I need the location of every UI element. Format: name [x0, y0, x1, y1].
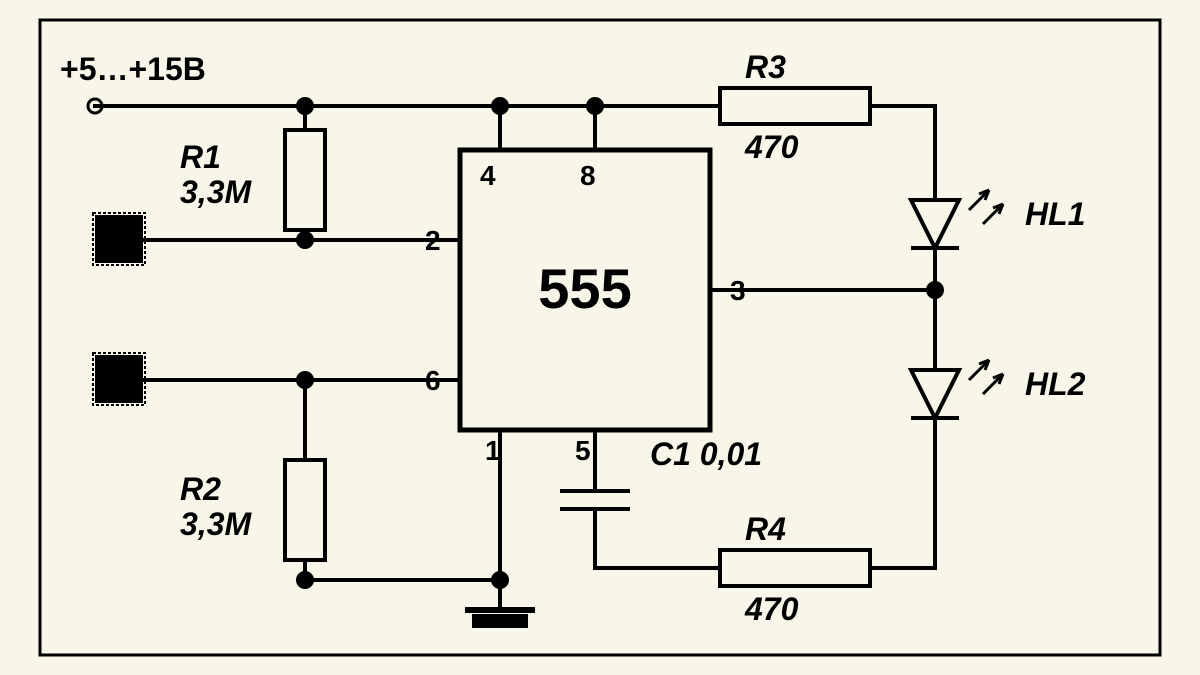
label-HL1: HL1 — [1025, 196, 1085, 232]
resistor-R4 — [720, 550, 870, 586]
junction-6 — [491, 571, 509, 589]
pin-5: 5 — [575, 435, 591, 466]
ic-555-label: 555 — [538, 257, 631, 320]
pin-3: 3 — [730, 275, 746, 306]
junction-7 — [926, 281, 944, 299]
junction-3 — [296, 231, 314, 249]
sensor-pad-1 — [95, 215, 143, 263]
label-R3-val: 470 — [744, 129, 799, 165]
label-R1-ref: R1 — [180, 139, 221, 175]
pin-1: 1 — [485, 435, 501, 466]
pin-8: 8 — [580, 160, 596, 191]
gnd-fill — [472, 614, 528, 628]
label-R3-ref: R3 — [745, 49, 786, 85]
label-R1-val: 3,3M — [180, 174, 252, 210]
junction-1 — [491, 97, 509, 115]
junction-0 — [296, 97, 314, 115]
junction-4 — [296, 371, 314, 389]
label-R4-val: 470 — [744, 591, 799, 627]
label-HL2: HL2 — [1025, 366, 1086, 402]
pin-4: 4 — [480, 160, 496, 191]
label-c1: C1 0,01 — [650, 436, 762, 472]
resistor-R1 — [285, 130, 325, 230]
circuit-schematic: +5…+15BR13,3MR23,3MR3470R4470C1 0,015554… — [0, 0, 1200, 675]
junction-2 — [586, 97, 604, 115]
power-label: +5…+15B — [60, 51, 206, 87]
label-R2-val: 3,3M — [180, 506, 252, 542]
label-R2-ref: R2 — [180, 471, 221, 507]
resistor-R2 — [285, 460, 325, 560]
resistor-R3 — [720, 88, 870, 124]
pin-2: 2 — [425, 225, 441, 256]
pin-6: 6 — [425, 365, 441, 396]
sensor-pad-2 — [95, 355, 143, 403]
label-R4-ref: R4 — [745, 511, 786, 547]
junction-5 — [296, 571, 314, 589]
